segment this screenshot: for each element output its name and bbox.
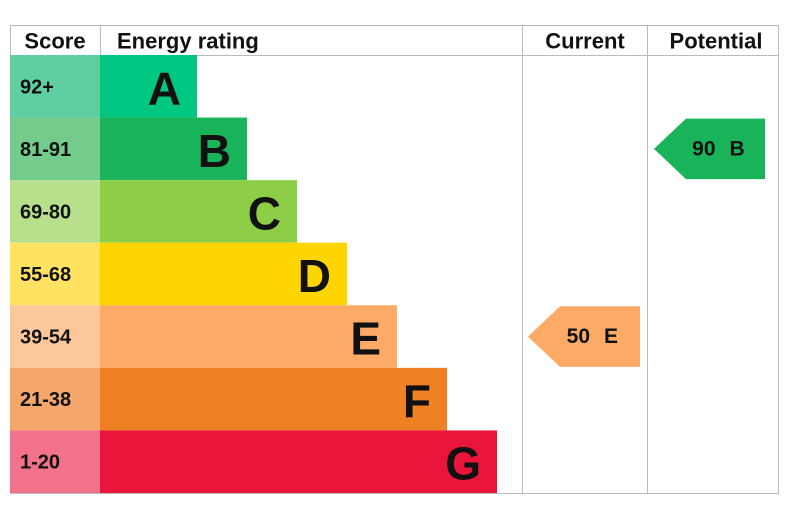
score-cell <box>10 180 100 243</box>
score-cell <box>10 242 100 306</box>
band-letter: C <box>248 187 281 239</box>
score-cell <box>10 305 100 368</box>
current-score: 50 <box>567 325 590 348</box>
rating-bar <box>100 305 397 368</box>
score-cell <box>10 55 100 118</box>
potential-rating: B <box>730 137 745 160</box>
rating-bar <box>100 367 447 431</box>
band-letter: F <box>403 375 431 427</box>
rating-bar <box>100 180 297 243</box>
score-range: 39-54 <box>20 327 72 349</box>
current-arrow <box>528 306 640 367</box>
header-rating: Energy rating <box>117 29 259 54</box>
score-range: 1-20 <box>20 452 60 474</box>
potential-score: 90 <box>692 137 715 160</box>
band-letter: G <box>445 438 481 490</box>
score-range: 92+ <box>20 76 54 98</box>
score-range: 81-91 <box>20 139 71 161</box>
header-potential: Potential <box>670 29 763 54</box>
band-letter: A <box>148 62 181 114</box>
band-letter: D <box>298 250 331 302</box>
score-cell <box>10 117 100 181</box>
score-cell <box>10 430 100 493</box>
potential-arrow <box>654 118 765 180</box>
score-range: 21-38 <box>20 389 71 411</box>
rating-bar <box>100 242 347 306</box>
score-range: 55-68 <box>20 264 71 286</box>
rating-bar <box>100 117 247 181</box>
score-cell <box>10 367 100 431</box>
current-rating: E <box>604 325 618 348</box>
rating-bar <box>100 55 197 118</box>
score-range: 69-80 <box>20 201 71 223</box>
band-letter: B <box>198 125 231 177</box>
header-current: Current <box>545 29 625 54</box>
rating-bar <box>100 430 497 493</box>
band-letter: E <box>350 313 381 365</box>
header-score: Score <box>24 29 85 54</box>
